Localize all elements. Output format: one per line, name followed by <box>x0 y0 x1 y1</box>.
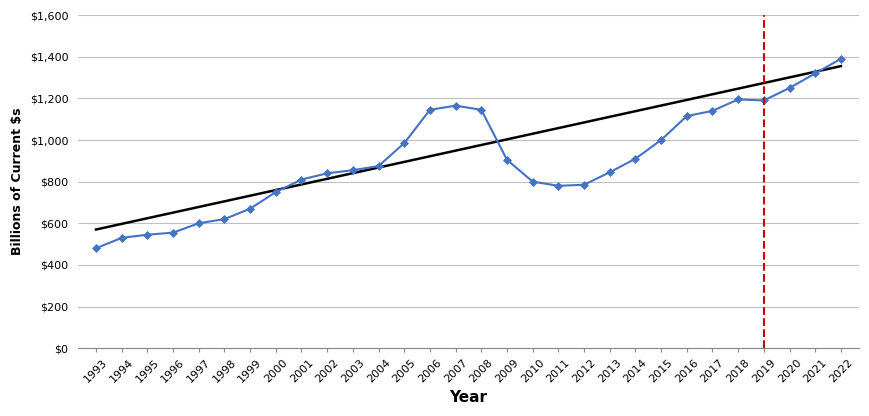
X-axis label: Year: Year <box>449 390 487 405</box>
Y-axis label: Billions of Current $s: Billions of Current $s <box>11 108 24 255</box>
